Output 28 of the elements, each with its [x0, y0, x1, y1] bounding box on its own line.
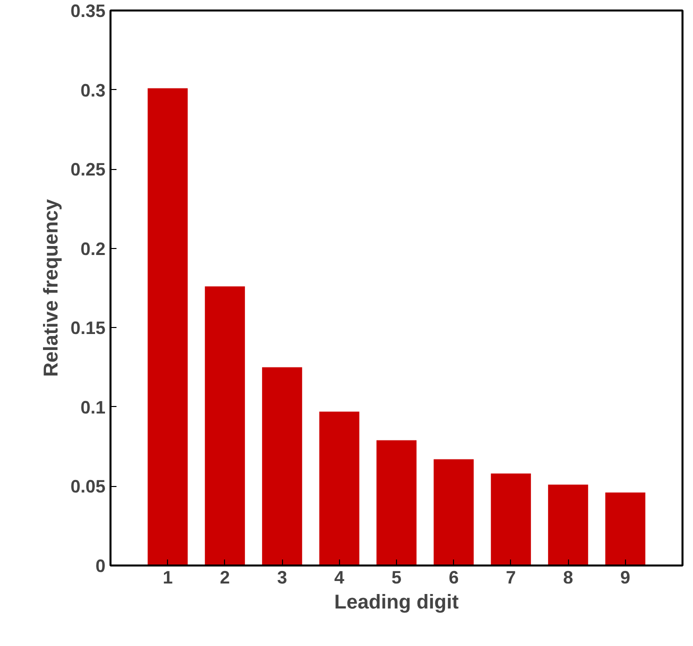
x-tick-label: 4: [334, 568, 344, 588]
bar: [605, 492, 646, 566]
bar: [490, 474, 531, 566]
x-tick-label: 7: [506, 568, 516, 588]
y-tick-label: 0: [95, 556, 106, 576]
y-axis-title: Relative frequency: [40, 198, 62, 377]
y-tick-label: 0.15: [70, 318, 106, 338]
bar: [204, 286, 245, 566]
y-tick-label: 0.25: [70, 160, 106, 180]
bar: [376, 440, 417, 566]
bar: [548, 484, 588, 566]
x-tick-label: 8: [563, 568, 574, 588]
bar: [434, 459, 474, 566]
x-tick-label: 5: [391, 568, 402, 588]
y-tick-label: 0.05: [70, 476, 106, 497]
x-tick-label: 2: [220, 568, 230, 588]
y-tick-label: 0.2: [80, 238, 106, 259]
bar: [262, 367, 302, 566]
y-tick-label: 0.1: [80, 397, 106, 418]
y-tick-label: 0.3: [80, 80, 106, 100]
x-tick-label: 1: [162, 568, 173, 588]
x-tick-label: 3: [277, 568, 288, 588]
bar: [148, 88, 188, 566]
x-axis-title: Leading digit: [334, 592, 460, 614]
x-tick-label: 6: [448, 568, 459, 588]
bar: [319, 412, 360, 566]
x-tick-label: 9: [620, 568, 630, 588]
y-tick-label: 0.35: [70, 1, 106, 21]
